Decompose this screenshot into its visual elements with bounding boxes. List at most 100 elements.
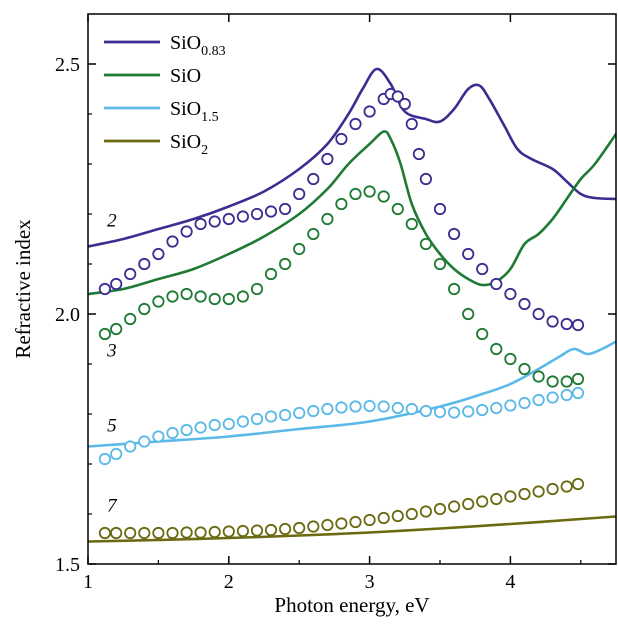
- data-point: [98, 327, 112, 341]
- legend-label: SiO: [170, 65, 201, 87]
- data-point: [138, 302, 151, 316]
- data-point: [335, 132, 348, 146]
- data-point: [293, 406, 306, 420]
- data-point: [166, 426, 179, 440]
- data-point: [208, 418, 221, 432]
- x-axis: 1 2 3 4: [83, 14, 582, 593]
- data-point: [321, 212, 334, 226]
- data-point: [124, 440, 137, 453]
- data-point: [335, 401, 348, 414]
- data-point: [419, 404, 432, 418]
- plot-area: [88, 67, 616, 543]
- curve-labels: 2 3 5 7: [106, 211, 118, 517]
- data-point: [307, 520, 320, 533]
- legend-label-base: SiO: [170, 65, 201, 87]
- data-point: [571, 477, 585, 491]
- data-point: [532, 393, 545, 407]
- data-point: [335, 197, 348, 211]
- data-point: [138, 257, 151, 271]
- x-tick-label: 1: [83, 571, 93, 593]
- data-point: [405, 117, 418, 131]
- data-point: [349, 187, 362, 201]
- plot-frame: [87, 13, 617, 565]
- data-point: [180, 423, 193, 437]
- data-point: [166, 235, 179, 248]
- data-point: [321, 402, 334, 416]
- data-point: [363, 185, 376, 198]
- series-markers-4: [98, 477, 585, 540]
- y-tick-label: 2.0: [55, 304, 80, 326]
- data-point: [476, 403, 489, 417]
- data-point: [264, 267, 278, 281]
- series-markers-2: [98, 185, 585, 388]
- data-point: [349, 117, 362, 131]
- data-point: [293, 187, 306, 201]
- data-point: [98, 282, 112, 296]
- data-point: [560, 317, 573, 331]
- data-point: [462, 247, 475, 261]
- data-point: [532, 485, 545, 498]
- data-point: [504, 399, 517, 412]
- data-point: [236, 210, 249, 223]
- data-point: [293, 242, 306, 256]
- data-point: [124, 267, 137, 281]
- data-point: [398, 97, 411, 111]
- data-point: [307, 172, 320, 186]
- data-point: [560, 388, 573, 402]
- data-point: [278, 257, 292, 271]
- y-tick-label: 2.5: [55, 54, 80, 76]
- data-point: [222, 212, 235, 226]
- data-point: [490, 277, 503, 291]
- data-point: [433, 257, 447, 271]
- data-point: [363, 513, 376, 527]
- series-line-2: [88, 130, 616, 296]
- data-point: [98, 452, 112, 466]
- data-point: [518, 396, 531, 410]
- data-point: [412, 147, 425, 161]
- legend-label: SiO0.83: [170, 32, 226, 59]
- data-point: [363, 399, 376, 413]
- legend-label-subscript: 2: [201, 143, 208, 158]
- data-point: [166, 526, 179, 540]
- data-point: [152, 247, 165, 261]
- data-point: [349, 400, 362, 413]
- data-point: [476, 495, 489, 508]
- data-point: [307, 404, 320, 418]
- data-point: [321, 152, 334, 166]
- data-point: [236, 290, 249, 303]
- legend-label-base: SiO: [170, 131, 201, 153]
- data-point: [222, 525, 235, 538]
- data-point: [307, 227, 320, 241]
- curve-number-label: 5: [107, 416, 117, 437]
- series-line-3: [88, 340, 616, 448]
- data-point: [363, 105, 376, 118]
- data-point: [433, 405, 447, 419]
- data-point: [250, 282, 264, 296]
- data-point: [264, 410, 278, 423]
- data-point: [405, 217, 418, 231]
- data-point: [110, 526, 123, 540]
- legend-label-subscript: 1.5: [201, 110, 219, 125]
- curve-number-label: 3: [106, 341, 117, 362]
- y-axis-title: Refractive index: [11, 219, 35, 359]
- data-point: [377, 400, 390, 413]
- data-point: [166, 290, 179, 303]
- data-point: [447, 282, 461, 296]
- data-point: [110, 447, 123, 461]
- data-point: [208, 525, 221, 539]
- data-point: [110, 277, 123, 291]
- data-point: [335, 517, 348, 530]
- curve-number-label: 2: [107, 211, 117, 232]
- data-point: [180, 225, 193, 238]
- data-point: [419, 172, 432, 186]
- legend-label: SiO2: [170, 131, 208, 158]
- x-tick-label: 2: [224, 571, 234, 593]
- series-markers-3: [98, 386, 585, 466]
- data-point: [278, 202, 292, 216]
- data-point: [138, 435, 151, 448]
- data-point: [98, 526, 112, 540]
- data-point: [236, 415, 249, 428]
- data-point: [405, 507, 418, 521]
